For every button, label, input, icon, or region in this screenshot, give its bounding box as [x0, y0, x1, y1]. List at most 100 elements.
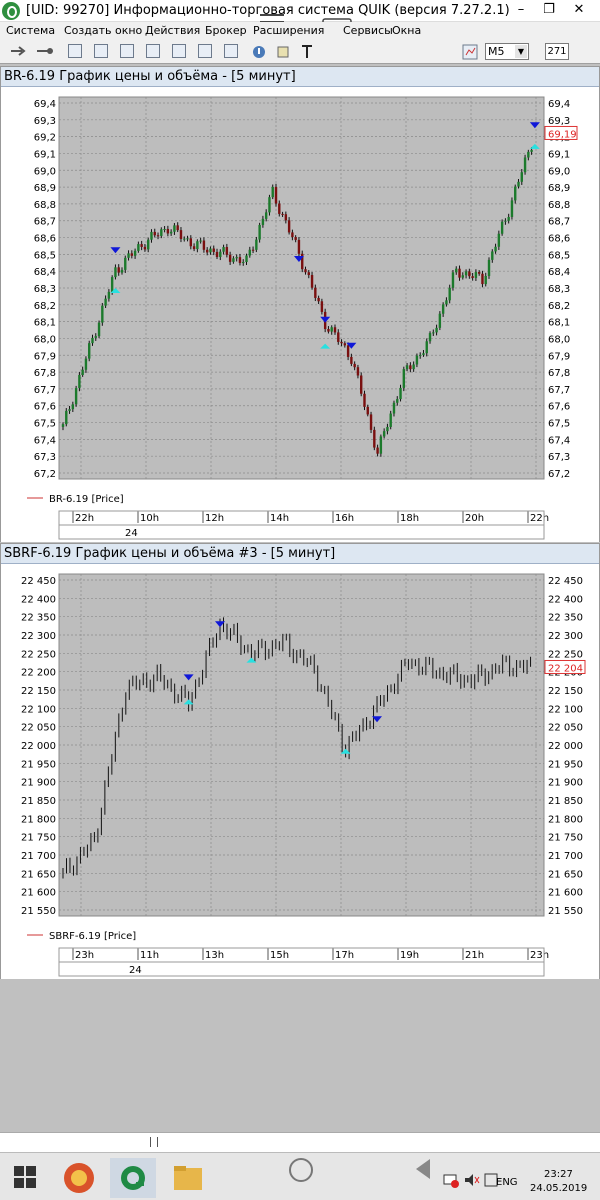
- candle-body: [143, 246, 147, 250]
- candle-body: [445, 300, 448, 305]
- y-tick-label-right: 21 600: [548, 888, 583, 899]
- candle-body: [242, 262, 245, 264]
- candle-body: [209, 248, 212, 253]
- candle-body: [455, 268, 458, 273]
- menu-actions[interactable]: Действия: [145, 24, 201, 37]
- new-table-icon[interactable]: [68, 44, 82, 58]
- toolbar: M5 ▼ 271: [0, 40, 600, 64]
- chart-window-icon[interactable]: [146, 44, 160, 58]
- x-tick-label: 11h: [140, 950, 159, 961]
- pointer-tool-icon[interactable]: [360, 44, 374, 58]
- candle-body: [343, 343, 347, 346]
- y-tick-label-right: 67,5: [548, 419, 570, 430]
- candle-body: [245, 255, 248, 263]
- network-icon[interactable]: [442, 1171, 460, 1189]
- menu-system[interactable]: Система: [6, 24, 56, 37]
- quik-taskbar-icon[interactable]: [110, 1158, 156, 1198]
- candle-body: [514, 186, 517, 201]
- br-price-chart[interactable]: 69,469,469,369,369,269,269,169,169,069,0…: [1, 87, 599, 542]
- notification-icon[interactable]: [484, 1173, 498, 1187]
- candle-body: [156, 235, 160, 237]
- windows-start-icon[interactable]: [14, 1166, 36, 1188]
- maximize-button[interactable]: ❐: [543, 2, 555, 17]
- y-tick-label-left: 69,0: [34, 166, 56, 177]
- interval-select[interactable]: M5 ▼: [485, 43, 529, 60]
- menu-windows[interactable]: Окна: [392, 24, 422, 37]
- portfolio-icon[interactable]: [198, 44, 212, 58]
- y-tick-label-right: 22 000: [548, 741, 583, 752]
- back-arrow-icon[interactable]: [412, 1157, 434, 1181]
- candle-body: [474, 272, 478, 278]
- sell-marker: [293, 255, 304, 262]
- sell-marker: [110, 247, 121, 254]
- candle-body: [192, 246, 196, 250]
- disconnect-icon[interactable]: [36, 45, 54, 57]
- candle-body: [432, 332, 435, 334]
- interval-icon: [462, 44, 478, 60]
- chevron-down-icon[interactable]: ▼: [515, 45, 527, 58]
- candle-body: [461, 275, 464, 278]
- candle-body: [258, 224, 261, 240]
- menu-broker[interactable]: Брокер: [205, 24, 247, 37]
- x-tick-label: 13h: [205, 950, 224, 961]
- y-tick-label-left: 22 300: [21, 631, 56, 642]
- home-circle-icon[interactable]: [286, 1155, 316, 1185]
- candle-body: [183, 238, 186, 240]
- candle-body: [78, 374, 81, 389]
- connect-icon[interactable]: [10, 45, 28, 57]
- candle-body: [97, 322, 101, 337]
- candle-body: [88, 343, 91, 359]
- y-tick-label-right: 68,2: [548, 301, 570, 312]
- scroll-thumb[interactable]: [150, 1137, 158, 1147]
- y-tick-label-right: 68,6: [548, 234, 570, 245]
- messages-icon[interactable]: [224, 44, 238, 58]
- chart-body: 22 450 22 450 22 400 22 400 22 350 22 350 22 3…: [1, 564, 599, 979]
- quik-app-icon: [2, 2, 20, 20]
- quotes-icon[interactable]: [172, 44, 186, 58]
- sbrf-price-chart[interactable]: 22 450 22 450 22 400 22 400 22 350 22 350 22 3…: [1, 564, 599, 979]
- y-tick-label-left: 22 000: [21, 741, 56, 752]
- y-tick-label-left: 22 250: [21, 649, 56, 660]
- buy-marker: [246, 657, 257, 663]
- y-tick-label-right: 69,3: [548, 116, 570, 127]
- text-tool-icon[interactable]: [300, 44, 314, 60]
- menu-create-window[interactable]: Создать окно: [64, 24, 143, 37]
- x-tick-label: 15h: [270, 950, 289, 961]
- browser-app-icon[interactable]: [56, 1158, 102, 1198]
- trades-table-icon[interactable]: [120, 44, 134, 58]
- file-explorer-icon[interactable]: [164, 1158, 210, 1198]
- horizontal-scrollbar[interactable]: [0, 1132, 600, 1152]
- menu-extensions[interactable]: Расширения: [253, 24, 325, 37]
- candle-body: [520, 172, 523, 182]
- candle-body: [304, 269, 307, 273]
- sell-marker: [529, 122, 540, 129]
- y-tick-label-left: 67,2: [34, 469, 56, 480]
- cursor-tool-icon[interactable]: [340, 44, 354, 58]
- alert-icon[interactable]: [252, 44, 266, 60]
- minimize-button[interactable]: –: [517, 2, 525, 17]
- volume-icon[interactable]: [464, 1173, 480, 1187]
- candle-body: [523, 157, 527, 173]
- close-button[interactable]: ✕: [573, 2, 585, 17]
- language-indicator[interactable]: ENG: [496, 1177, 518, 1188]
- candle-body: [166, 228, 170, 234]
- menu-services[interactable]: Сервисы: [343, 24, 393, 37]
- last-price-label: 22 204: [548, 663, 583, 674]
- clock-date[interactable]: 24.05.2019: [530, 1183, 588, 1194]
- script-icon[interactable]: [276, 44, 290, 60]
- y-tick-label-left: 68,3: [34, 284, 56, 295]
- bar-count-field[interactable]: 271: [545, 43, 569, 60]
- hand-tool-icon[interactable]: [320, 44, 334, 58]
- clock-time[interactable]: 23:27: [544, 1169, 573, 1180]
- y-tick-label-right: 21 900: [548, 778, 583, 789]
- date-axis-band: [58, 524, 545, 540]
- last-price-box: [544, 125, 578, 140]
- legend-label: BR-6.19 [Price]: [49, 494, 124, 505]
- orders-table-icon[interactable]: [94, 44, 108, 58]
- candle-body: [438, 313, 442, 328]
- candle-body: [186, 238, 189, 240]
- y-tick-label-left: 68,7: [34, 217, 56, 228]
- sbrf-chart-window: SBRF-6.19 График цены и объёма #3 - [5 м…: [0, 543, 600, 979]
- y-tick-label-right: 67,3: [548, 452, 570, 463]
- y-tick-label-right: 68,3: [548, 284, 570, 295]
